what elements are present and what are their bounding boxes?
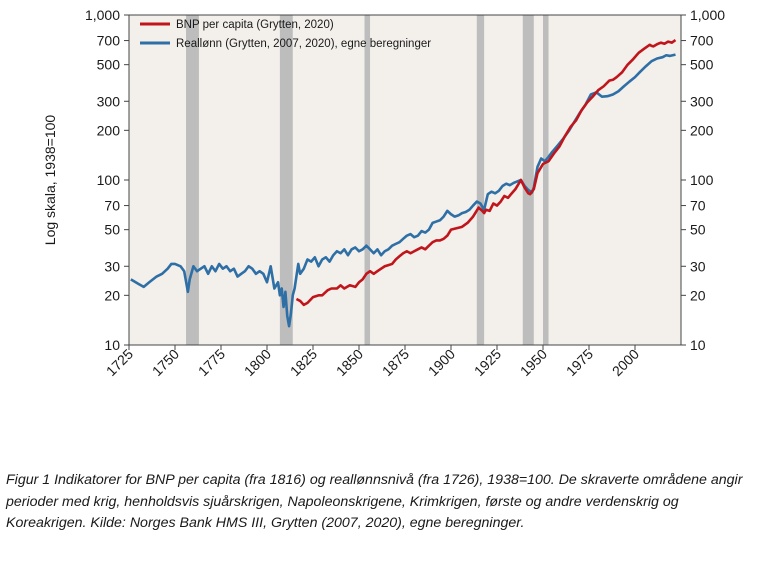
- y-tick-label-left-10: 10: [104, 337, 120, 353]
- x-tick-label-1: 1750: [149, 346, 182, 379]
- x-tick-label-3: 1800: [241, 346, 274, 379]
- series-line-bnp: [295, 38, 677, 307]
- y-tick-label-right-1: 700: [690, 33, 714, 49]
- x-tick-label-6: 1875: [379, 346, 412, 379]
- y-tick-label-right-4: 200: [690, 122, 714, 138]
- y-tick-label-right-6: 70: [690, 198, 706, 214]
- y-tick-label-left-1: 700: [97, 33, 121, 49]
- y-tick-label-right-3: 300: [690, 93, 714, 109]
- y-tick-label-right-0: 1,000: [690, 7, 725, 23]
- war-shading-0: [186, 15, 199, 345]
- x-tick-label-10: 1975: [563, 346, 596, 379]
- series-line-reallonn: [130, 53, 676, 328]
- x-tick-label-2: 1775: [195, 346, 228, 379]
- war-shading-3: [476, 15, 485, 345]
- y-tick-label-right-2: 500: [690, 57, 714, 73]
- war-shading-layer: [186, 15, 549, 345]
- war-shading-1: [279, 15, 293, 345]
- war-shading-4: [522, 15, 534, 345]
- y-tick-label-right-5: 100: [690, 172, 714, 188]
- war-shading-5: [543, 15, 549, 345]
- y-tick-label-left-9: 20: [104, 287, 120, 303]
- x-tick-label-11: 2000: [609, 346, 642, 379]
- y-tick-label-right-9: 20: [690, 287, 706, 303]
- war-shading-2: [364, 15, 371, 345]
- x-tick-label-4: 1825: [287, 346, 320, 379]
- y-tick-label-left-5: 100: [97, 172, 121, 188]
- y-tick-label-left-3: 300: [97, 93, 121, 109]
- y-tick-label-left-4: 200: [97, 122, 121, 138]
- plot-area: [129, 15, 681, 345]
- y-tick-label-left-6: 70: [104, 198, 120, 214]
- y-tick-label-left-2: 500: [97, 57, 121, 73]
- x-tick-label-7: 1900: [425, 346, 458, 379]
- y-tick-label-left-8: 30: [104, 258, 120, 274]
- y-axis-title: Log skala, 1938=100: [42, 115, 58, 246]
- x-tick-label-8: 1925: [471, 346, 504, 379]
- legend: BNP per capita (Grytten, 2020) Reallønn …: [140, 19, 431, 50]
- x-tick-label-9: 1950: [517, 346, 550, 379]
- y-tick-label-left-0: 1,000: [85, 7, 120, 23]
- figure-caption: Figur 1 Indikatorer for BNP per capita (…: [6, 472, 743, 531]
- legend-label-bnp: BNP per capita (Grytten, 2020): [176, 19, 334, 31]
- legend-label-reallonn: Reallønn (Grytten, 2007, 2020), egne ber…: [176, 38, 431, 50]
- x-tick-label-5: 1850: [333, 346, 366, 379]
- chart: 1,000 1,000 700 700 500 500 300 300 200 200 100 100…: [42, 7, 725, 379]
- y-tick-label-right-10: 10: [690, 337, 706, 353]
- series-layer: [130, 38, 677, 328]
- y-tick-label-right-8: 30: [690, 258, 706, 274]
- y-tick-label-left-7: 50: [104, 222, 120, 238]
- y-tick-label-right-7: 50: [690, 222, 706, 238]
